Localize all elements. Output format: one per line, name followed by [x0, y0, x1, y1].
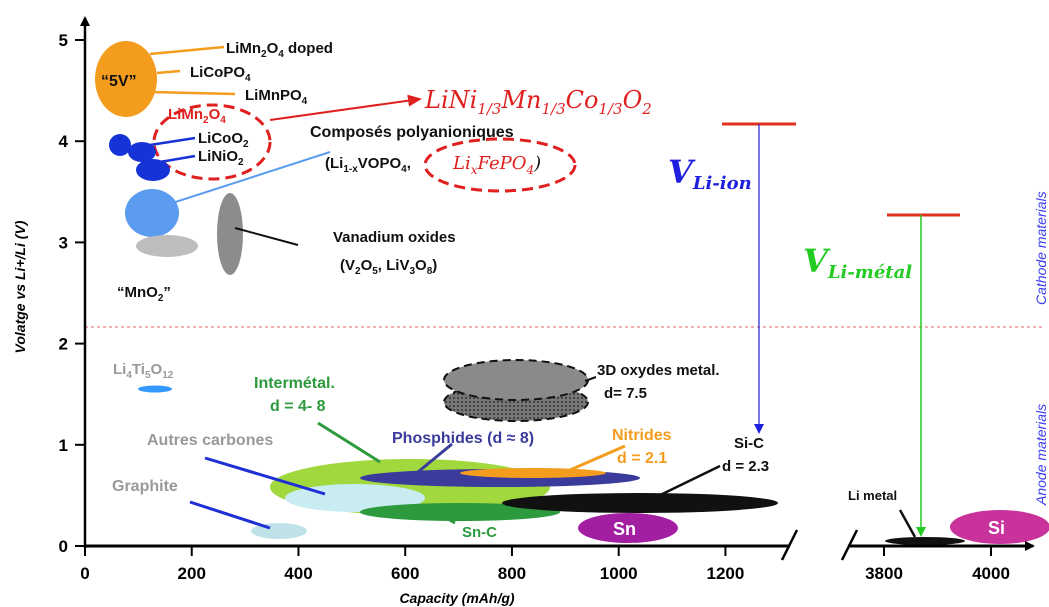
label-intermetal-d: d = 4- 8: [270, 398, 326, 415]
x-tick-label: 3800: [865, 564, 903, 583]
x-tick-label: 4000: [972, 564, 1010, 583]
x-tick-label: 600: [391, 564, 419, 583]
leader-polyanion: [159, 151, 331, 208]
li-ion-sub: Li-ion: [692, 173, 752, 194]
region-si-c: [502, 493, 778, 513]
leader-intermetal: [317, 421, 381, 464]
label-linio2: LiNiO2: [198, 148, 244, 168]
li-ion-arrow-label: VLi-ion: [668, 153, 752, 194]
region-linio2: [136, 159, 170, 181]
label-lifepo4: LixFePO4): [452, 153, 541, 177]
leader-limn2o4-doped: [149, 45, 225, 56]
x-tick-label: 400: [284, 564, 312, 583]
axis-break-left: [780, 529, 799, 561]
region-vanadium: [217, 193, 243, 275]
region-limn2o4-dashed: [152, 103, 272, 181]
region-licoo2-a: [109, 134, 131, 156]
label-five-v: “5V”: [101, 73, 137, 90]
y-tick-label: 4: [59, 132, 69, 151]
label-si: Si: [988, 518, 1005, 538]
label-3d-oxydes: 3D oxydes metal.: [597, 362, 720, 379]
leader-sn-c: [431, 508, 456, 525]
label-limnpo4: LiMnPO4: [245, 87, 308, 107]
label-mno2: “MnO2”: [117, 284, 171, 304]
x-tick-label: 0: [80, 564, 89, 583]
label-nitrides-d: d = 2.1: [617, 450, 667, 467]
voltage-arrow-li-ion: VLi-ion: [668, 122, 796, 434]
region-li-metal: [885, 537, 965, 545]
label-sn: Sn: [613, 519, 636, 539]
li-metal-v: V: [803, 242, 831, 280]
x-tick-label: 1000: [600, 564, 638, 583]
label-si-c: Si-C: [734, 435, 764, 452]
li-ion-v: V: [668, 153, 696, 191]
region-3d-oxydes-top: [443, 359, 589, 401]
x-axis-label: Capacity (mAh/g): [399, 590, 514, 606]
leader-lines: [149, 45, 917, 538]
x-tick-label: 800: [498, 564, 526, 583]
label-licopo4: LiCoPO4: [190, 64, 251, 84]
region-3d-oxydes: [443, 359, 589, 422]
leader-3d-oxydes: [584, 376, 597, 382]
label-vopo4: (Li1-xVOPO4,: [325, 155, 411, 175]
label-nitrides: Nitrides: [612, 427, 672, 444]
y-tick-label: 1: [59, 436, 68, 455]
label-graphite: Graphite: [112, 478, 178, 495]
region-sn-c: [360, 503, 560, 521]
region-lifepo4-dashed: [423, 137, 577, 193]
label-limn2o4-doped: LiMn2O4 doped: [226, 40, 333, 60]
leader-linio2: [159, 154, 196, 164]
label-polyanion: Composés polyanioniques: [310, 124, 514, 141]
x-tick-label: 1200: [707, 564, 745, 583]
label-nmc: LiNi1/3Mn1/3Co1/3O2: [424, 86, 652, 118]
leader-graphite: [189, 500, 271, 530]
region-5v: [95, 41, 157, 117]
leader-licopo4: [156, 69, 181, 75]
region-nitrides: [460, 468, 606, 478]
region-licoo2-b: [128, 142, 156, 162]
leader-si-c: [649, 464, 721, 502]
x-ticks: 0 200 400 600 800 1000 1200 3800 4000: [80, 546, 1010, 583]
label-3d-oxydes-d: d= 7.5: [604, 385, 647, 402]
label-limn2o4: LiMn2O4: [168, 106, 226, 126]
li-metal-sub: Li-métal: [827, 262, 912, 283]
region-sn: [578, 513, 678, 543]
side-label-cathode: Cathode materials: [1033, 191, 1049, 305]
label-autres-carbones: Autres carbones: [147, 432, 273, 449]
region-si: [950, 510, 1049, 544]
y-axis-label: Volatge vs Li+/Li (V): [12, 220, 28, 353]
leader-li-metal: [898, 509, 917, 538]
label-intermetal: Intermétal.: [254, 375, 335, 392]
y-tick-label: 2: [59, 335, 68, 354]
region-lto: [138, 385, 172, 393]
label-lto: Li4Ti5O12: [113, 361, 174, 381]
li-metal-arrow-label: VLi-métal: [803, 242, 912, 283]
x-tick-label: 200: [178, 564, 206, 583]
arrow-to-nmc: [269, 94, 422, 121]
label-vanadium: Vanadium oxides: [333, 229, 456, 246]
leader-vanadium: [234, 227, 299, 246]
y-tick-label: 0: [59, 537, 68, 556]
label-li-metal: Li metal: [848, 488, 897, 503]
region-mno2: [136, 235, 198, 257]
leader-autres-carbones: [204, 456, 326, 496]
label-licoo2: LiCoO2: [198, 130, 249, 150]
y-tick-label: 3: [59, 233, 68, 252]
axis-break-right: [840, 529, 859, 561]
voltage-arrow-li-metal: VLi-métal: [803, 213, 960, 537]
leader-licoo2: [149, 136, 196, 147]
label-sn-c: Sn-C: [462, 524, 497, 541]
region-polyanion: [125, 189, 179, 237]
leader-nitrides: [569, 444, 626, 472]
leader-phosphides: [417, 442, 453, 474]
y-tick-label: 5: [59, 31, 68, 50]
y-ticks: 0 1 2 3 4 5: [59, 31, 85, 556]
label-vanadium-formula: (V2O5, LiV3O8): [340, 257, 437, 277]
axes: 0 200 400 600 800 1000 1200 3800 4000 0 1 2 3 4 5: [59, 16, 1035, 583]
leader-limnpo4: [149, 90, 236, 96]
label-phosphides: Phosphides (d ≈ 8): [392, 430, 534, 447]
side-label-anode: Anode materials: [1033, 404, 1049, 506]
label-si-c-d: d = 2.3: [722, 458, 769, 475]
